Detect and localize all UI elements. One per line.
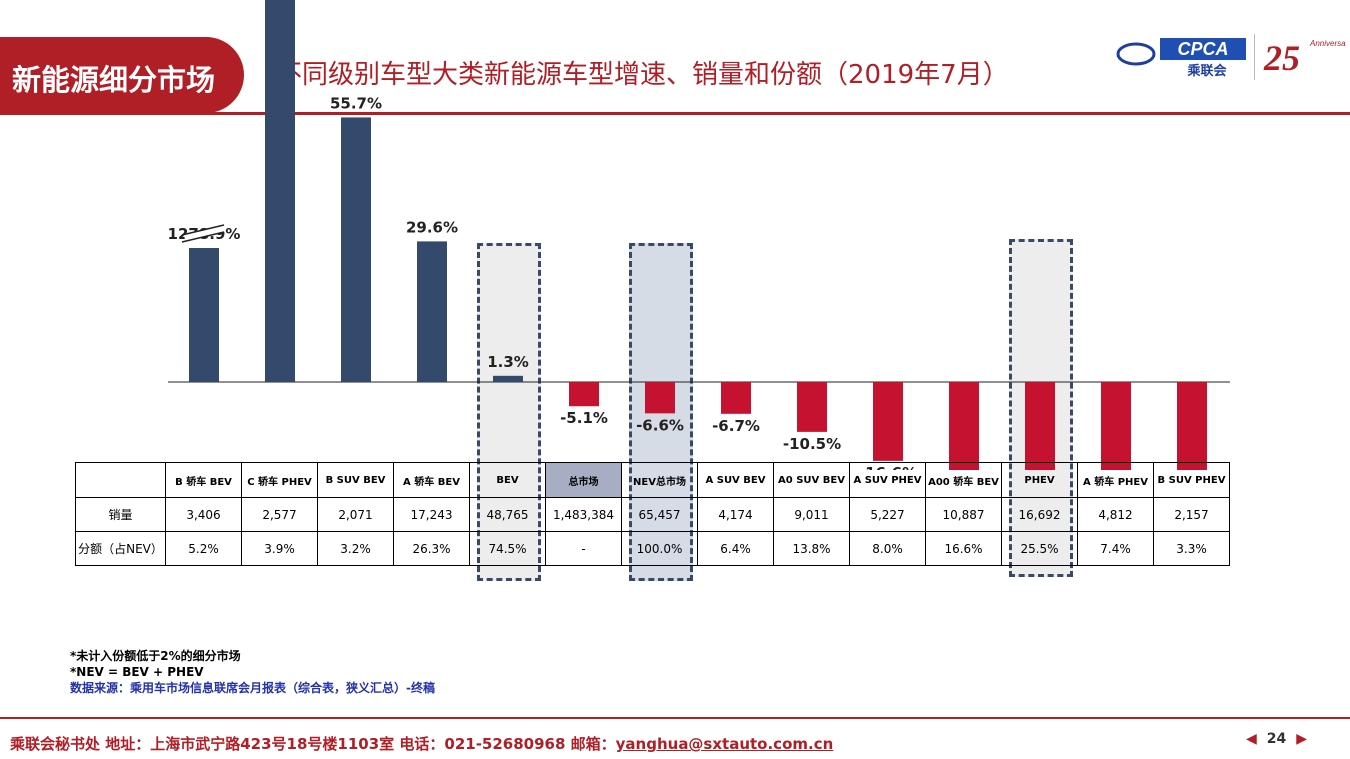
table-cell: 10,887	[925, 497, 1002, 532]
data-label-7: -6.7%	[712, 417, 760, 435]
bar-12	[1101, 382, 1131, 470]
table-cell: 5.2%	[165, 531, 242, 566]
table-cell: 26.3%	[393, 531, 470, 566]
footer-text: 乘联会秘书处 地址：上海市武宁路423号18号楼1103室 电话：021-526…	[10, 735, 616, 753]
bar-3	[417, 241, 447, 382]
table-cell: 8.0%	[849, 531, 926, 566]
table-cell: 6.4%	[697, 531, 774, 566]
notes: *未计入份额低于2%的细分市场 *NEV = BEV + PHEV 数据来源：乘…	[70, 648, 435, 696]
table-header-row: B 轿车 BEV C 轿车 PHEV B SUV BEV A 轿车 BEV BEV 总市场…	[75, 462, 1230, 498]
table-cell: 4,812	[1077, 497, 1154, 532]
table-header-cell: A0 SUV BEV	[773, 462, 850, 498]
table-row-label: 分额（占NEV）	[75, 531, 166, 566]
bar-7	[721, 382, 751, 414]
cpca-logo: CPCA 乘联会	[1116, 38, 1246, 79]
table-header-cell: B 轿车 BEV	[165, 462, 242, 498]
table-header-cell: 总市场	[545, 462, 622, 498]
table-cell: 25.5%	[1001, 531, 1078, 566]
data-table: B 轿车 BEV C 轿车 PHEV B SUV BEV A 轿车 BEV BEV 总市场…	[75, 462, 1230, 566]
note-source: 数据来源：乘用车市场信息联席会月报表（综合表，狭义汇总）-终稿	[70, 681, 435, 695]
data-label-5: -5.1%	[560, 409, 608, 427]
table-cell: 74.5%	[469, 531, 546, 566]
table-cell: 65,457	[621, 497, 698, 532]
data-label-8: -10.5%	[783, 435, 841, 453]
bar-9	[873, 382, 903, 461]
data-label-3: 29.6%	[406, 218, 458, 236]
table-cell: 9,011	[773, 497, 850, 532]
logo-divider	[1254, 34, 1255, 80]
note-2: *NEV = BEV + PHEV	[70, 665, 204, 679]
table-cell: 13.8%	[773, 531, 850, 566]
growth-bar-chart: 1278.9%95.4%55.7%29.6%1.3%-5.1%-6.6%-6.7…	[168, 0, 1230, 470]
cpca-logo-swoosh	[1116, 42, 1156, 66]
table-cell: 4,174	[697, 497, 774, 532]
bar-5	[569, 382, 599, 407]
bar-0	[189, 248, 219, 382]
bar-8	[797, 382, 827, 432]
table-header-cell: A00 轿车 BEV	[925, 462, 1002, 498]
bar-2	[341, 117, 371, 383]
table-header-cell: BEV	[469, 462, 546, 498]
bar-4	[493, 375, 523, 382]
axis-break-gap	[183, 225, 225, 242]
data-label-2: 55.7%	[330, 94, 382, 112]
table-cell: 7.4%	[1077, 531, 1154, 566]
table-header-cell: A SUV PHEV	[849, 462, 926, 498]
table-cell: 1,483,384	[545, 497, 622, 532]
table-header-cell: A SUV BEV	[697, 462, 774, 498]
footer-email[interactable]: yanghua@sxtauto.com.cn	[615, 735, 834, 753]
prev-page-icon[interactable]: ◀	[1246, 731, 1257, 747]
bar-11	[1025, 382, 1055, 470]
table-header-cell: A 轿车 BEV	[393, 462, 470, 498]
table-cell: 3.9%	[241, 531, 318, 566]
data-label-4: 1.3%	[487, 353, 529, 371]
bar-6	[645, 382, 675, 414]
slide-title: 不同级别车型大类新能源车型增速、销量和份额（2019年7月）	[276, 60, 1009, 90]
table-header-cell: NEV总市场	[621, 462, 698, 498]
anniversary-text: Anniversary	[1309, 39, 1346, 48]
table-cell: 5,227	[849, 497, 926, 532]
table-row-label: 销量	[75, 497, 166, 532]
table-cell: 17,243	[393, 497, 470, 532]
header-rule	[0, 112, 1350, 115]
table-row-sales: 销量 3,406 2,577 2,071 17,243 48,765 1,483,384 65…	[75, 497, 1230, 532]
section-badge: 新能源细分市场	[0, 37, 244, 113]
axis-break-line-top	[181, 224, 225, 236]
axis-break-line-bottom	[181, 231, 225, 243]
table-cell: 16.6%	[925, 531, 1002, 566]
table-cell: 100.0%	[621, 531, 698, 566]
bar-10	[949, 382, 979, 470]
bar-1	[265, 0, 295, 382]
table-header-cell: C 轿车 PHEV	[241, 462, 318, 498]
anniversary-25: 25	[1263, 38, 1300, 78]
table-cell: 3.2%	[317, 531, 394, 566]
table-cell: 2,577	[241, 497, 318, 532]
cpca-logo-text: CPCA	[1177, 39, 1228, 59]
next-page-icon[interactable]: ▶	[1296, 731, 1308, 747]
bar-13	[1177, 382, 1207, 470]
footer-rule	[0, 717, 1350, 719]
footer: 乘联会秘书处 地址：上海市武宁路423号18号楼1103室 电话：021-526…	[10, 733, 833, 754]
section-badge-label: 新能源细分市场	[12, 63, 216, 97]
table-corner-cell	[75, 462, 166, 498]
note-1: *未计入份额低于2%的细分市场	[70, 649, 241, 663]
cpca-logo-cn: 乘联会	[1186, 63, 1227, 79]
table-cell: 3,406	[165, 497, 242, 532]
pager: ◀ 24 ▶	[1246, 731, 1307, 747]
table-header-cell: PHEV	[1001, 462, 1078, 498]
table-header-cell: A 轿车 PHEV	[1077, 462, 1154, 498]
table-cell: 2,071	[317, 497, 394, 532]
cpca-logo-box	[1160, 38, 1246, 60]
table-header-cell: B SUV PHEV	[1153, 462, 1230, 498]
table-cell: 2,157	[1153, 497, 1230, 532]
data-label-6: -6.6%	[636, 416, 684, 434]
table-row-share: 分额（占NEV） 5.2% 3.9% 3.2% 26.3% 74.5% -100.0% 6.4…	[75, 531, 1230, 566]
table-header-cell: B SUV BEV	[317, 462, 394, 498]
table-cell: 48,765	[469, 497, 546, 532]
anniversary-logo: 25 Anniversary	[1263, 38, 1346, 78]
table-cell: 3.3%	[1153, 531, 1230, 566]
table-cell: 16,692	[1001, 497, 1078, 532]
page-number: 24	[1266, 731, 1287, 747]
table-cell: -	[545, 531, 622, 566]
